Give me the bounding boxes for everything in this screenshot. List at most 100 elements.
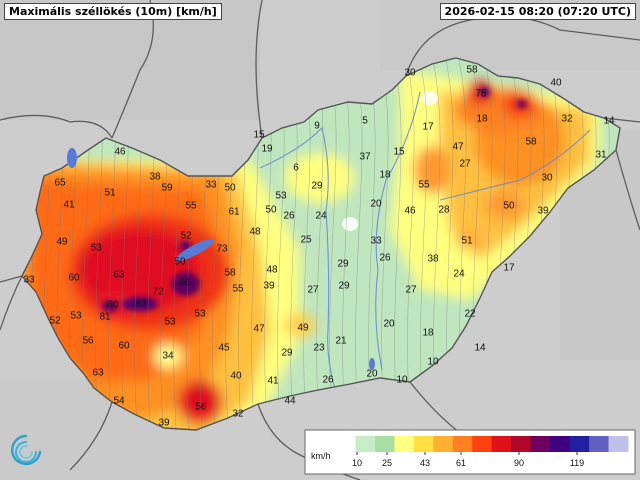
station-value: 46 — [114, 147, 126, 158]
legend-swatch — [374, 436, 395, 452]
station-value: 14 — [474, 343, 486, 354]
station-value: 73 — [216, 244, 228, 255]
station-value: 55 — [232, 284, 244, 295]
station-value: 63 — [113, 270, 125, 281]
station-value: 58 — [525, 137, 537, 148]
legend-swatch — [608, 436, 629, 452]
station-value: 63 — [90, 243, 102, 254]
legend-tick-label: 61 — [456, 458, 466, 468]
station-value: 9 — [314, 121, 320, 132]
station-value: 52 — [49, 316, 61, 327]
legend-swatch — [433, 436, 454, 452]
station-value: 86 — [179, 278, 191, 289]
legend-swatch — [589, 436, 610, 452]
station-value: 44 — [284, 396, 296, 407]
station-value: 59 — [161, 183, 173, 194]
station-value: 46 — [404, 206, 416, 217]
station-value: 53 — [275, 191, 287, 202]
color-legend: km/h 10 25 43 61 90 119 — [304, 429, 636, 475]
legend-bar — [336, 436, 629, 452]
station-value: 48 — [266, 265, 278, 276]
legend-swatch — [491, 436, 512, 452]
station-value: 50 — [265, 205, 277, 216]
station-value: 61 — [228, 207, 240, 218]
station-value: 38 — [427, 254, 439, 265]
station-value: 27 — [405, 285, 417, 296]
station-value: 50 — [174, 257, 186, 268]
station-value: 83 — [135, 299, 147, 310]
station-value: 32 — [232, 409, 244, 420]
station-value: 26 — [322, 375, 334, 386]
station-value: 63 — [92, 368, 104, 379]
station-value: 18 — [476, 114, 488, 125]
station-value: 51 — [461, 236, 473, 247]
station-value: 81 — [99, 312, 111, 323]
station-value: 56 — [195, 402, 207, 413]
station-value: 50 — [503, 201, 515, 212]
station-value: 49 — [297, 323, 309, 334]
legend-tick-label: 25 — [382, 458, 392, 468]
station-value: 41 — [63, 200, 75, 211]
station-value: 53 — [70, 311, 82, 322]
legend-tick-label: 43 — [420, 458, 430, 468]
station-value: 26 — [283, 211, 295, 222]
station-value: 54 — [113, 396, 125, 407]
station-value: 32 — [561, 114, 573, 125]
station-value: 28 — [438, 205, 450, 216]
station-value: 30 — [541, 173, 553, 184]
station-value: 40 — [550, 78, 562, 89]
station-value: 26 — [379, 253, 391, 264]
legend-tick-label: 10 — [352, 458, 362, 468]
lake-small — [369, 358, 375, 370]
station-value: 38 — [149, 172, 161, 183]
station-value: 31 — [595, 150, 607, 161]
gust-field — [22, 59, 620, 430]
station-value: 39 — [263, 281, 275, 292]
station-value: 45 — [218, 343, 230, 354]
rivers — [259, 91, 591, 393]
timestamp: 2026-02-15 08:20 (07:20 UTC) — [439, 3, 636, 20]
station-value: 50 — [224, 183, 236, 194]
station-value: 6 — [293, 163, 299, 174]
map-title: Maximális széllökés (10m) [km/h] — [4, 3, 222, 20]
station-value: 39 — [537, 206, 549, 217]
station-value: 19 — [261, 144, 273, 155]
station-value: 53 — [194, 309, 206, 320]
station-value: 17 — [503, 263, 515, 274]
station-value: 58 — [224, 268, 236, 279]
station-value: 37 — [359, 152, 371, 163]
station-value: 27 — [307, 285, 319, 296]
station-value: 10 — [427, 357, 439, 368]
station-value: 34 — [162, 351, 174, 362]
station-value: 33 — [205, 180, 217, 191]
station-value: 55 — [185, 201, 197, 212]
legend-swatch — [394, 436, 415, 452]
station-value: 22 — [464, 309, 476, 320]
legend-swatch — [569, 436, 590, 452]
station-value: 72 — [152, 287, 164, 298]
legend-swatch — [472, 436, 493, 452]
station-value: 65 — [54, 178, 66, 189]
station-value: 33 — [23, 275, 35, 286]
legend-tick-label: 119 — [570, 458, 584, 468]
station-value: 47 — [452, 142, 464, 153]
station-value: 48 — [249, 227, 261, 238]
station-value: 29 — [338, 281, 350, 292]
lake-ferto — [67, 148, 77, 168]
legend-swatch — [336, 436, 356, 452]
legend-swatch — [550, 436, 571, 452]
legend-unit: km/h — [311, 451, 331, 461]
station-value: 39 — [158, 418, 170, 429]
station-value: 49 — [56, 237, 68, 248]
station-value: 20 — [383, 319, 395, 330]
station-value: 20 — [366, 369, 378, 380]
station-value: 15 — [253, 130, 265, 141]
legend-swatch — [530, 436, 551, 452]
legend-tick-label: 90 — [514, 458, 524, 468]
station-value: 60 — [68, 273, 80, 284]
station-value: 27 — [459, 159, 471, 170]
station-value: 52 — [180, 231, 192, 242]
legend-swatch — [413, 436, 434, 452]
